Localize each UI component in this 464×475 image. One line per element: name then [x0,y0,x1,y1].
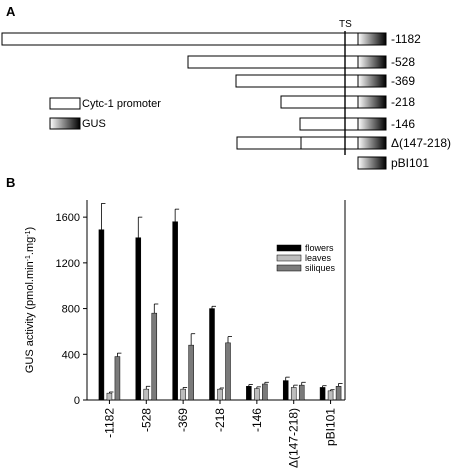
x-tick-label: -218 [213,408,227,432]
y-tick-label: 400 [62,349,80,361]
gus-segment [357,74,387,88]
bar-leaves [254,388,260,401]
promoter-segment [235,74,359,88]
y-tick-label: 0 [74,395,80,407]
gus-activity-chart: 0 400 800 1200 1600 GUS activity (pmol.min-1.… [24,200,346,468]
bar-flowers [246,386,252,401]
legend-label-flowers: flowers [305,243,334,253]
legend-promoter-swatch [49,97,81,110]
legend-swatch-siliques [276,264,302,272]
bar-leaves [180,388,186,401]
legend-gus-swatch [49,117,81,130]
construct-label: -369 [391,74,415,88]
legend-label-siliques: siliques [305,263,336,273]
bar-flowers [282,380,289,401]
bar-siliques [151,312,158,401]
bar-leaves [290,387,297,401]
y-axis-label: GUS activity (pmol.min-1.mg-1) [24,227,36,373]
bar-siliques [335,386,342,401]
x-tick-label: pBI101 [324,408,338,446]
construct-label: Δ(147-218) [391,136,451,150]
bar-flowers [319,387,326,401]
construct-map: -1182 -528 -369 -218 -146 Δ(147-218) pBI101 [1,32,451,170]
construct-label: -146 [391,117,415,131]
panel-b-label: B [6,175,15,190]
bar-leaves [143,388,150,401]
legend-swatch-leaves [276,254,302,262]
construct-label: -1182 [391,32,421,46]
x-tick-label: -1182 [102,408,116,438]
bar-flowers [98,229,105,401]
x-tick-label: -369 [176,408,190,432]
x-tick-label: Δ(147-218) [287,408,301,468]
legend-label-leaves: leaves [305,253,332,263]
gus-segment [357,55,387,69]
gus-segment [357,136,387,150]
promoter-segment [187,55,359,69]
legend-gus-label: GUS [82,118,106,130]
construct-label: -528 [391,55,415,69]
legend-swatch-flowers [276,244,302,252]
bar-flowers [209,308,215,401]
gus-segment [357,95,387,109]
construct-label: pBI101 [391,156,429,170]
promoter-segment [280,95,359,109]
promoter-segment-upstream [236,136,310,150]
bar-siliques [188,344,194,401]
bar-leaves [106,392,113,401]
bar-flowers [135,237,142,401]
bar-leaves [217,388,223,401]
bar-siliques [298,384,305,401]
y-tick-label: 1600 [56,212,80,224]
bar-siliques [225,342,231,401]
gus-segment [357,32,387,46]
x-tick-label: -528 [139,408,153,432]
promoter-segment-downstream [300,136,359,150]
gus-segment [357,156,387,170]
ts-label: TS [339,19,352,30]
bar-siliques [262,383,268,401]
y-tick-label: 1200 [56,258,80,270]
bar-flowers [172,221,178,401]
panel-a-label: A [6,4,16,19]
bar-leaves [327,390,334,401]
y-tick-label: 800 [62,304,80,316]
legend-promoter-label: Cytc-1 promoter [82,98,161,110]
bar-siliques [114,356,121,401]
construct-label: -218 [391,95,415,109]
x-tick-label: -146 [250,408,264,432]
promoter-segment [1,32,359,46]
promoter-segment [299,117,359,131]
gus-segment [357,117,387,131]
